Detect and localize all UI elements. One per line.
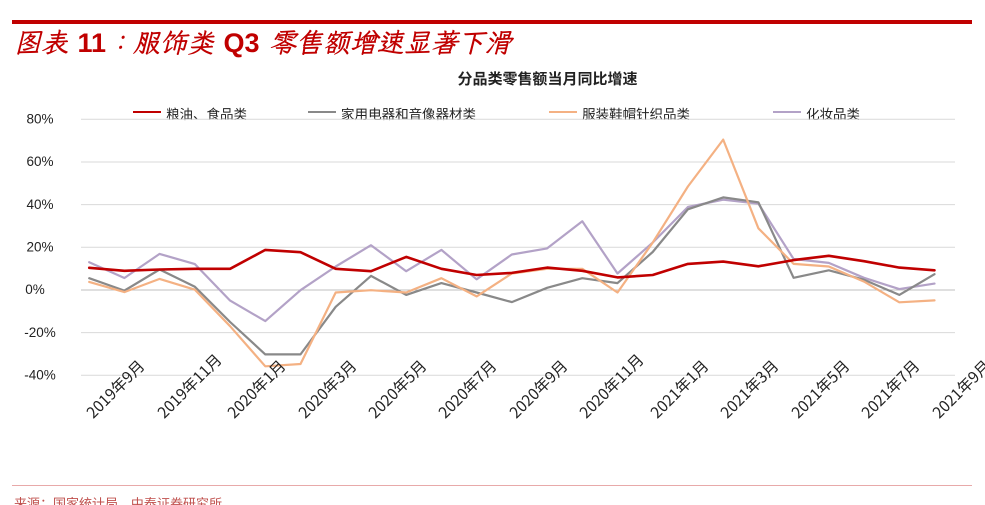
svg-text:60%: 60% (26, 154, 53, 169)
svg-text:40%: 40% (26, 197, 53, 212)
svg-text:-40%: -40% (24, 368, 56, 383)
svg-text:-20%: -20% (24, 325, 56, 340)
svg-text:20%: 20% (26, 240, 53, 255)
svg-text:80%: 80% (26, 112, 53, 127)
svg-text:0%: 0% (25, 282, 45, 297)
